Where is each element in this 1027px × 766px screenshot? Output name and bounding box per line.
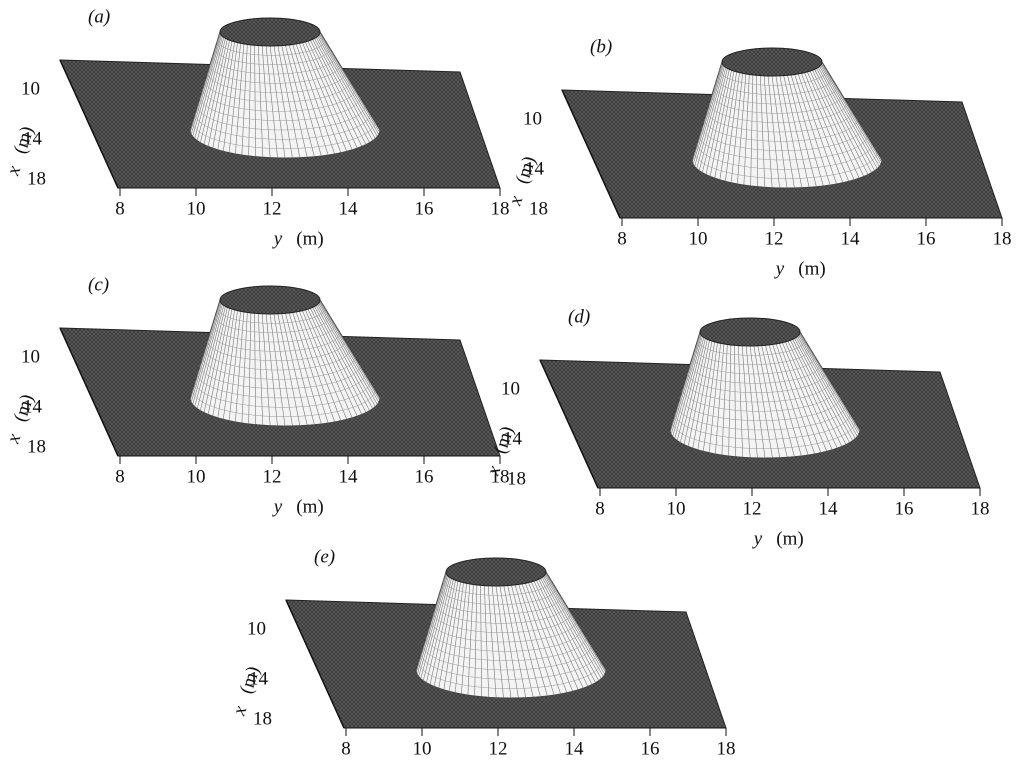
x-axis-name: x <box>229 703 252 719</box>
panel-label: (d) <box>568 306 590 327</box>
y-tick-label: 16 <box>895 498 914 519</box>
panel-label: (b) <box>590 36 612 57</box>
y-tick-label: 10 <box>667 498 686 519</box>
y-tick-label: 18 <box>717 738 736 759</box>
cone-top <box>722 48 822 76</box>
y-tick-label: 8 <box>617 228 627 249</box>
figure: (a)101418x(m)81012141618y(m)(b)101418x(m… <box>0 0 1027 766</box>
y-tick-label: 16 <box>917 228 936 249</box>
y-tick-label: 16 <box>415 466 434 487</box>
y-axis-unit: (m) <box>798 258 825 279</box>
panel-label: (e) <box>314 546 335 567</box>
y-tick-label: 14 <box>819 498 839 519</box>
panel-label: (a) <box>88 6 110 27</box>
y-axis-name: y <box>272 228 283 249</box>
y-tick-label: 18 <box>993 228 1012 249</box>
x-tick-label: 18 <box>27 436 46 457</box>
y-axis-unit: (m) <box>296 228 323 249</box>
y-tick-label: 10 <box>689 228 708 249</box>
y-tick-label: 18 <box>971 498 990 519</box>
y-axis-name: y <box>752 528 763 549</box>
y-tick-label: 8 <box>115 466 125 487</box>
y-tick-label: 14 <box>841 228 861 249</box>
y-tick-label: 10 <box>187 198 206 219</box>
y-tick-label: 12 <box>743 498 762 519</box>
cone-top <box>700 318 800 346</box>
x-tick-label: 18 <box>253 708 272 729</box>
x-tick-label: 18 <box>27 168 46 189</box>
y-tick-label: 14 <box>339 466 359 487</box>
y-tick-label: 12 <box>263 198 282 219</box>
y-axis-name: y <box>774 258 785 279</box>
y-axis-unit: (m) <box>296 496 323 517</box>
x-axis-name: x <box>3 163 26 179</box>
y-tick-label: 14 <box>565 738 585 759</box>
panel-label: (c) <box>88 274 109 295</box>
y-tick-label: 10 <box>187 466 206 487</box>
y-tick-label: 16 <box>415 198 434 219</box>
x-axis-name: x <box>3 431 26 447</box>
panel: (c)101418x(m)81012141618y(m) <box>3 274 510 517</box>
y-tick-label: 12 <box>765 228 784 249</box>
x-tick-label: 10 <box>501 378 520 399</box>
y-tick-label: 8 <box>115 198 125 219</box>
cone-top <box>220 18 320 46</box>
y-tick-label: 16 <box>641 738 660 759</box>
y-tick-label: 12 <box>263 466 282 487</box>
y-tick-label: 14 <box>339 198 359 219</box>
y-tick-label: 12 <box>489 738 508 759</box>
panel: (e)101418x(m)81012141618 <box>229 546 736 759</box>
cone-top <box>446 558 546 586</box>
y-axis-unit: (m) <box>776 528 803 549</box>
x-tick-label: 10 <box>247 618 266 639</box>
x-tick-label: 10 <box>21 346 40 367</box>
x-tick-label: 18 <box>507 468 526 489</box>
panel: (d)101418x(m)81012141618y(m) <box>483 306 990 549</box>
x-tick-label: 10 <box>523 108 542 129</box>
y-tick-label: 8 <box>341 738 351 759</box>
y-tick-label: 8 <box>595 498 605 519</box>
x-tick-label: 18 <box>529 198 548 219</box>
cone-top <box>220 286 320 314</box>
y-tick-label: 10 <box>413 738 432 759</box>
x-tick-label: 10 <box>21 78 40 99</box>
y-axis-name: y <box>272 496 283 517</box>
